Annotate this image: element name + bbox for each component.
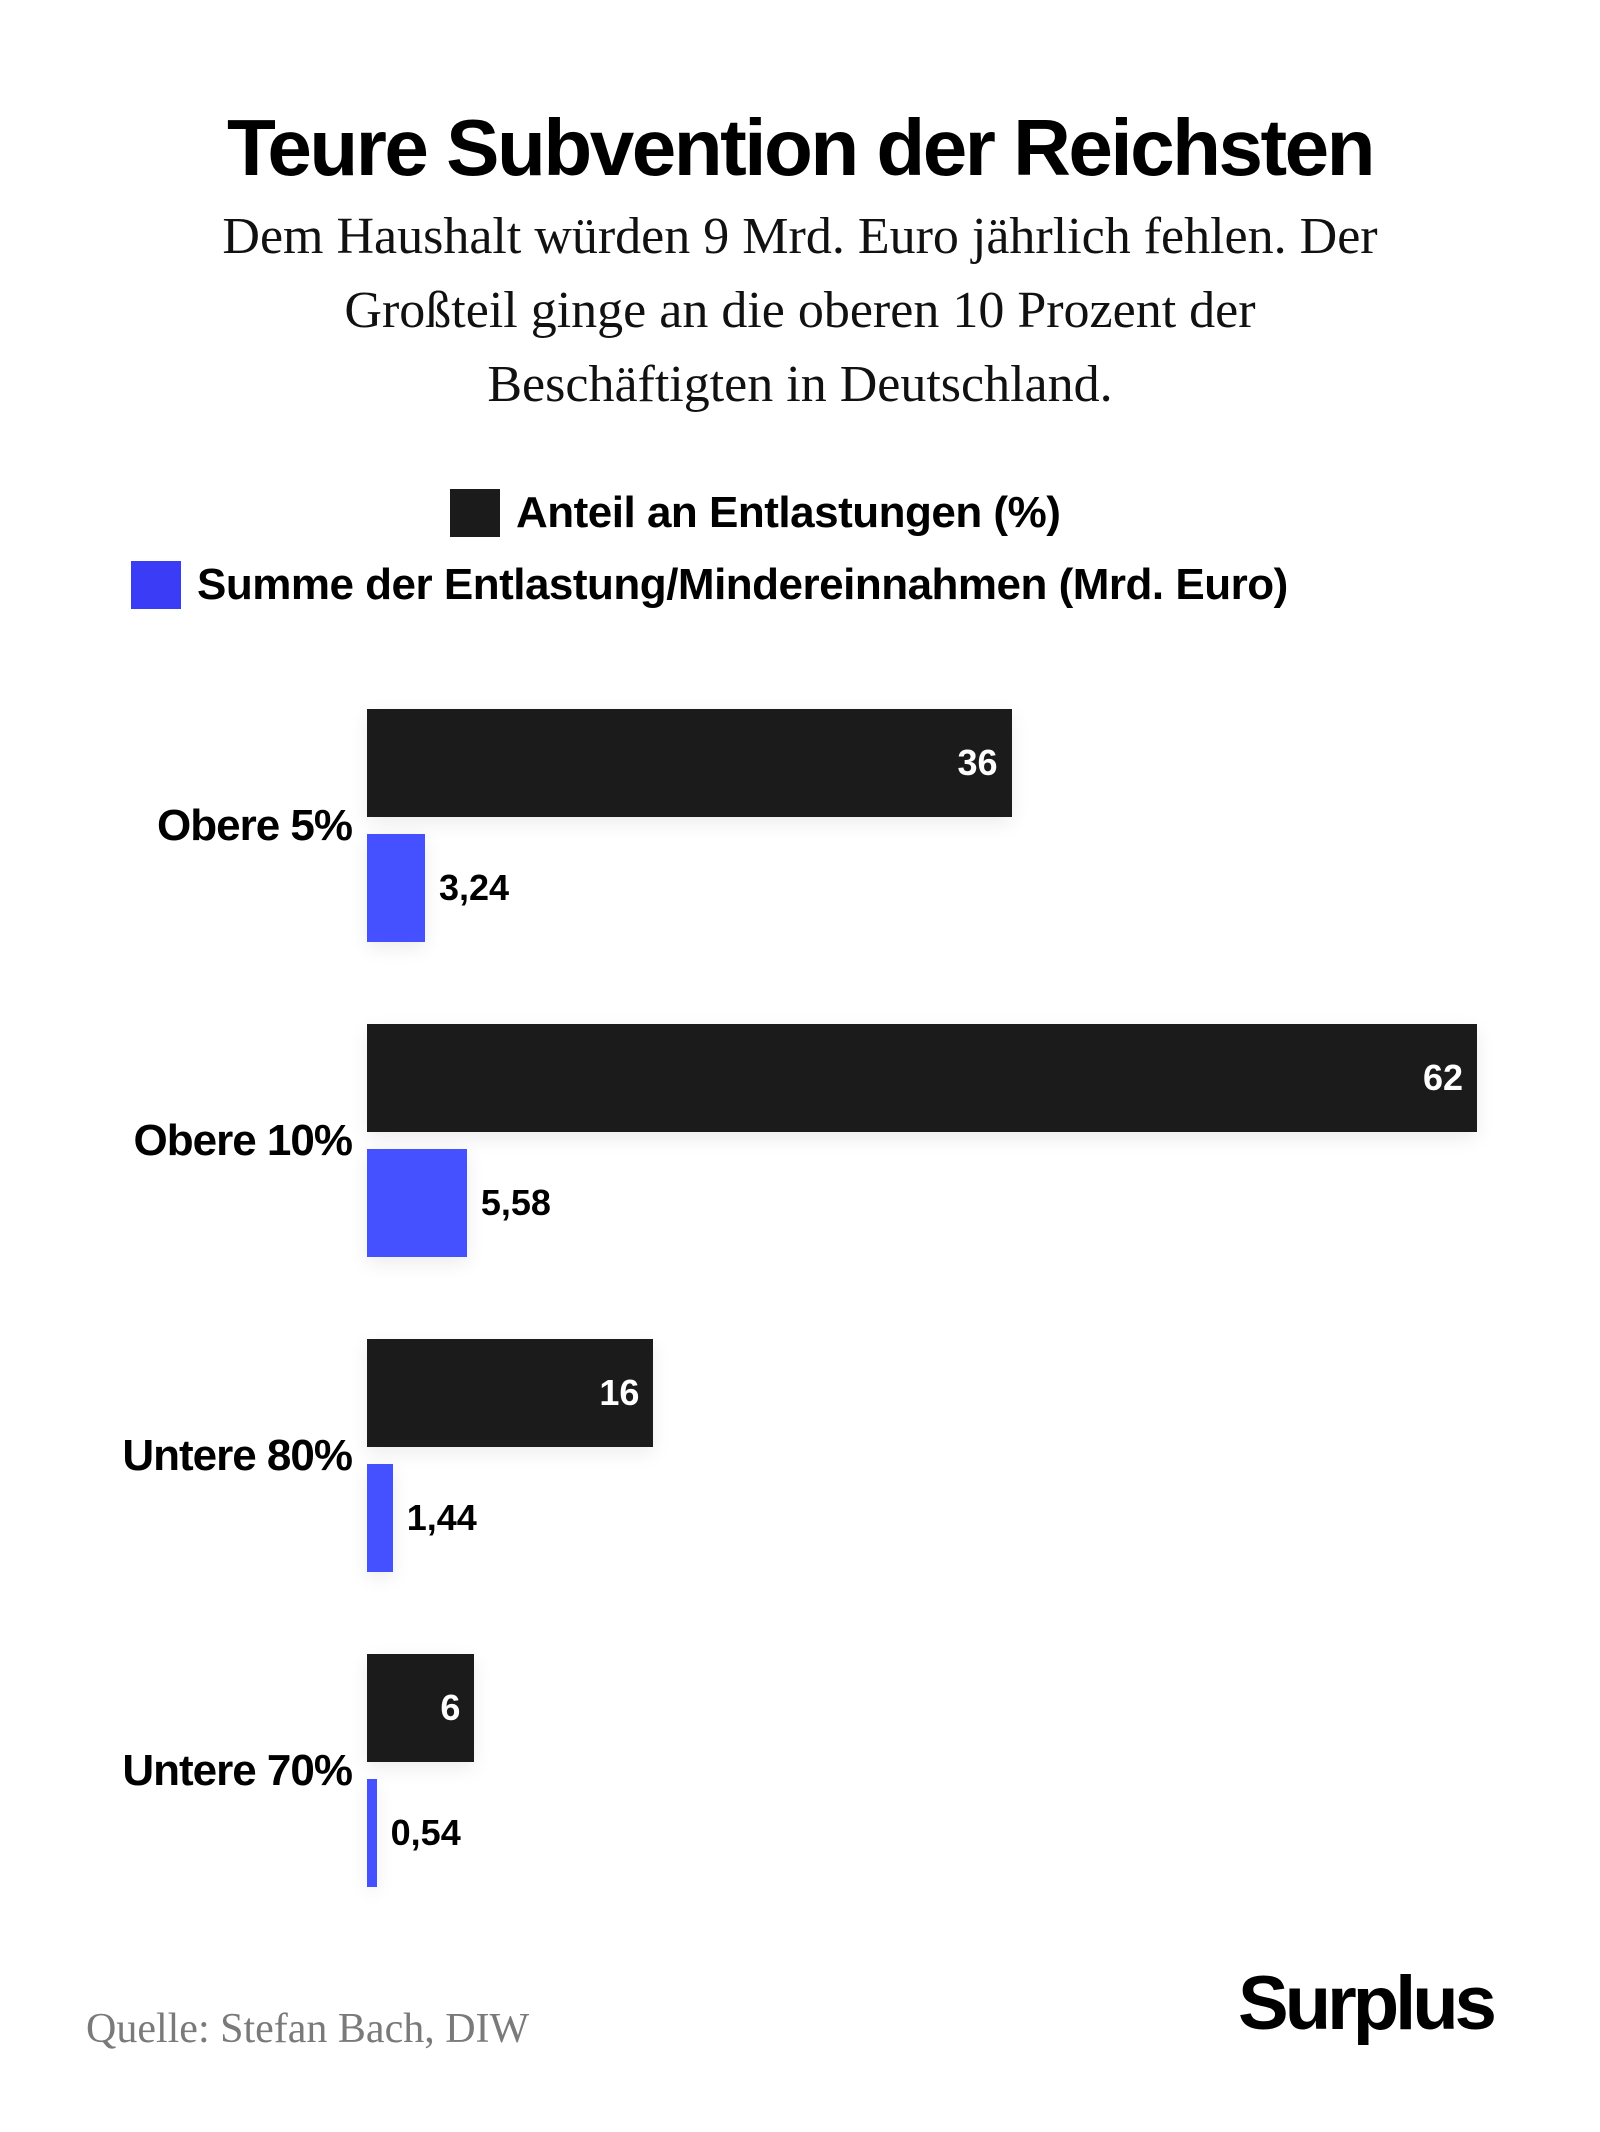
data-label-share: 6 xyxy=(440,1687,461,1728)
category-label: Obere 10% xyxy=(133,1115,353,1165)
category-label: Untere 80% xyxy=(122,1430,353,1480)
subtitle-line: Beschäftigten in Deutschland. xyxy=(487,356,1113,413)
surplus-logo: Surplus xyxy=(1238,1961,1497,2046)
bar-share xyxy=(367,1339,654,1447)
data-label-share: 62 xyxy=(1422,1057,1463,1098)
data-label-sum: 5,58 xyxy=(480,1182,551,1223)
bar-sum xyxy=(367,1464,393,1572)
legend-swatch-sum xyxy=(131,561,181,609)
data-label-sum: 3,24 xyxy=(439,867,510,908)
legend-item-sum: Summe der Entlastung/Mindereinnahmen (Mr… xyxy=(131,560,1288,610)
bar-sum xyxy=(367,1149,467,1257)
chart-title: Teure Subvention der Reichsten xyxy=(227,103,1375,192)
legend-label-share: Anteil an Entlastungen (%) xyxy=(516,488,1061,537)
bar-share xyxy=(367,709,1012,817)
subtitle-line: Dem Haushalt würden 9 Mrd. Euro jährlich… xyxy=(222,208,1378,265)
data-label-sum: 0,54 xyxy=(390,1812,461,1853)
bar-sum xyxy=(367,1779,377,1887)
bar-share xyxy=(367,1024,1477,1132)
bar-sum xyxy=(367,834,425,942)
category-label: Obere 5% xyxy=(157,800,353,850)
source-note: Quelle: Stefan Bach, DIW xyxy=(86,2006,530,2052)
data-label-share: 36 xyxy=(957,742,998,783)
legend-label-sum: Summe der Entlastung/Mindereinnahmen (Mr… xyxy=(197,560,1288,609)
subtitle-line: Großteil ginge an die oberen 10 Prozent … xyxy=(344,282,1256,339)
category-label: Untere 70% xyxy=(122,1745,353,1795)
chart-subtitle: Dem Haushalt würden 9 Mrd. Euro jährlich… xyxy=(0,200,1600,422)
bar-share xyxy=(367,1654,475,1762)
data-label-sum: 1,44 xyxy=(406,1497,477,1538)
legend-item-share: Anteil an Entlastungen (%) xyxy=(450,488,1061,538)
legend-swatch-share xyxy=(450,489,500,537)
data-label-share: 16 xyxy=(599,1372,640,1413)
